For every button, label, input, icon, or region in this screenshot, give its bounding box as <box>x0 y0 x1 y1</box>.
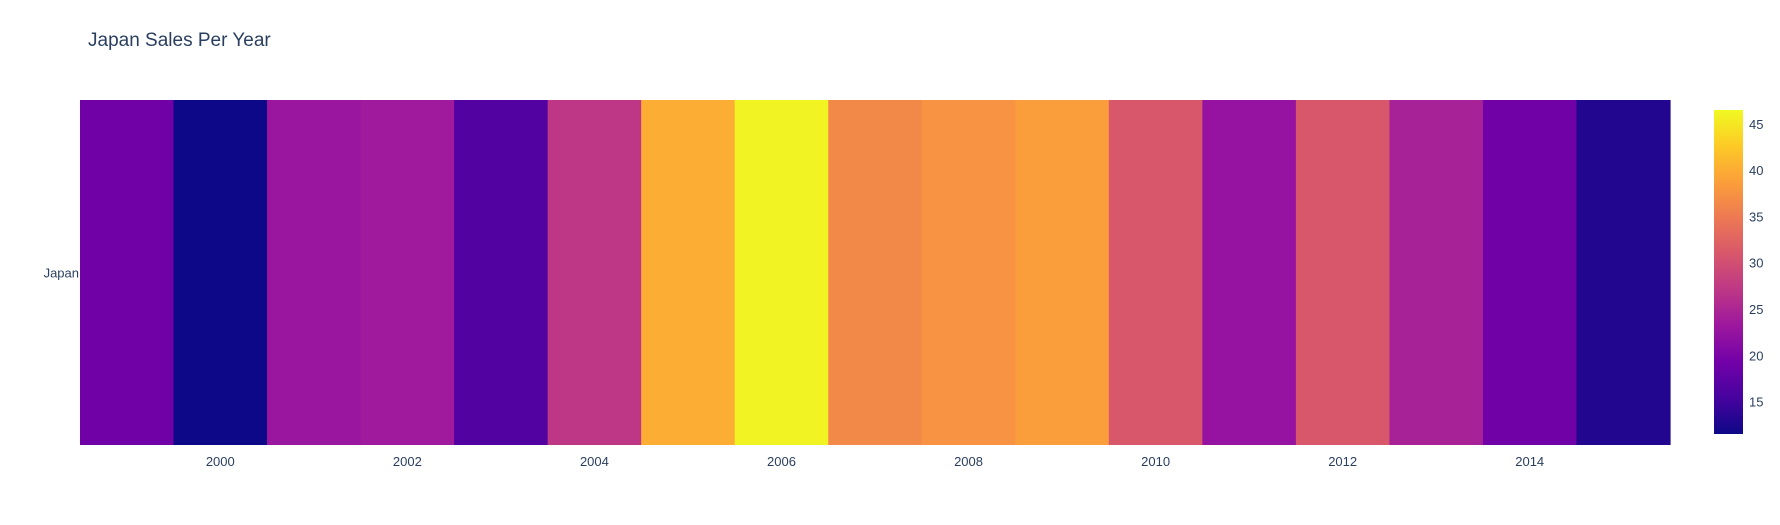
colorbar-tick-label: 40 <box>1749 163 1763 178</box>
colorbar-gradient <box>1714 110 1743 434</box>
x-tick-label: 2004 <box>580 454 609 469</box>
colorbar-tick-label: 45 <box>1749 117 1763 132</box>
x-tick-label: 2000 <box>206 454 235 469</box>
heatmap-cell-1999 <box>80 100 175 445</box>
x-tick-label: 2006 <box>767 454 796 469</box>
x-tick-label: 2010 <box>1141 454 1170 469</box>
heatmap-cells <box>80 100 1671 445</box>
heatmap-cell-2015 <box>1576 100 1671 445</box>
colorbar-tick-label: 30 <box>1749 256 1763 271</box>
heatmap-cell-2008 <box>921 100 1016 445</box>
heatmap-cell-2012 <box>1295 100 1391 445</box>
heatmap-cell-2006 <box>734 100 829 445</box>
colorbar-tick-label: 20 <box>1749 348 1763 363</box>
colorbar-tick-label: 15 <box>1749 395 1763 410</box>
y-tick-label: Japan <box>44 266 79 281</box>
heatmap-cell-2002 <box>360 100 455 445</box>
heatmap-cell-2000 <box>173 100 268 445</box>
heatmap-cell-2007 <box>828 100 923 445</box>
x-tick-label: 2002 <box>393 454 422 469</box>
y-axis: Japan <box>44 266 79 281</box>
colorbar-tick-label: 25 <box>1749 302 1763 317</box>
heatmap-cell-2003 <box>454 100 549 445</box>
heatmap-cell-2010 <box>1108 100 1203 445</box>
colorbar-tick-label: 35 <box>1749 209 1763 224</box>
heatmap-cell-2013 <box>1389 100 1484 445</box>
heatmap-cell-2009 <box>1015 100 1110 445</box>
heatmap-cell-2011 <box>1202 100 1297 445</box>
chart-title: Japan Sales Per Year <box>88 30 271 51</box>
colorbar: 15 20 25 30 35 40 45 <box>1714 110 1763 434</box>
x-axis: 2000 2002 2004 2006 2008 2010 2012 2014 <box>206 454 1544 469</box>
x-tick-label: 2012 <box>1328 454 1357 469</box>
x-tick-label: 2008 <box>954 454 983 469</box>
heatmap-cell-2014 <box>1482 100 1578 445</box>
heatmap-cell-2004 <box>547 100 642 445</box>
x-tick-label: 2014 <box>1515 454 1544 469</box>
heatmap-cell-2005 <box>641 100 736 445</box>
heatmap-cell-2001 <box>267 100 362 445</box>
